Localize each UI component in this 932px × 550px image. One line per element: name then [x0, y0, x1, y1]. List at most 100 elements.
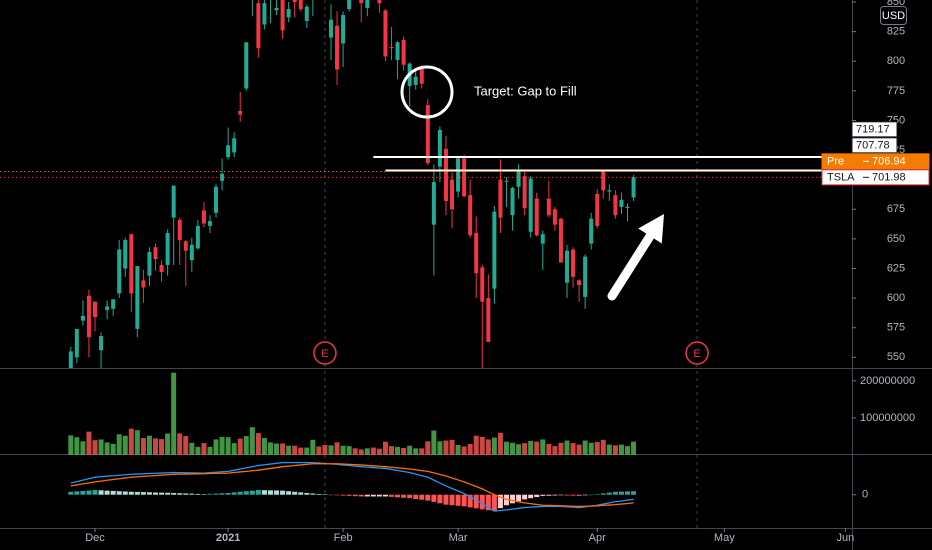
volume-bar: [68, 435, 74, 455]
macd-histogram-bar: [274, 490, 280, 495]
candle-body: [480, 267, 485, 302]
macd-histogram-bar: [419, 494, 425, 500]
volume-y-tick-label: 200000000: [860, 375, 915, 387]
macd-histogram-bar: [491, 494, 497, 512]
price-label-name: Pre: [827, 156, 844, 168]
macd-histogram-bar: [358, 494, 364, 497]
y-tick-label: 675: [887, 203, 905, 215]
macd-histogram-bar: [110, 490, 116, 495]
candle-body: [93, 301, 98, 318]
event-label: E: [693, 348, 700, 360]
volume-bar: [110, 443, 116, 455]
candle-body: [498, 179, 503, 218]
volume-bar: [606, 444, 612, 455]
macd-histogram-bar: [443, 494, 449, 505]
volume-bar: [80, 441, 86, 455]
macd-histogram-bar: [225, 492, 231, 495]
volume-bar: [140, 437, 146, 455]
volume-bar: [159, 439, 165, 455]
candle-body: [123, 240, 128, 269]
candle-body: [601, 171, 606, 191]
macd-histogram-bar: [425, 494, 431, 501]
y-tick-label: 625: [887, 262, 905, 274]
candle-body: [619, 199, 624, 207]
volume-bar: [280, 443, 286, 455]
macd-histogram-bar: [437, 494, 443, 504]
volume-bar: [225, 437, 231, 455]
volume-bar: [540, 439, 546, 455]
macd-line: [70, 461, 634, 512]
volume-bar: [618, 444, 624, 455]
macd-histogram-bar: [298, 492, 304, 495]
volume-bar: [116, 434, 122, 455]
volume-bar: [267, 442, 273, 455]
candle-body: [328, 19, 333, 38]
macd-histogram-bar: [395, 494, 401, 498]
macd-histogram-bar: [316, 493, 322, 495]
volume-bar: [255, 433, 261, 455]
candle-body: [522, 176, 527, 209]
volume-bar: [201, 443, 207, 455]
macd-histogram-bar: [153, 492, 159, 495]
candle-body: [631, 177, 636, 198]
volume-bar: [594, 442, 600, 455]
macd-histogram-bar: [243, 491, 249, 495]
macd-histogram-bar: [370, 494, 376, 497]
macd-histogram-bar: [183, 493, 189, 495]
x-tick-label: 2021: [216, 532, 240, 544]
y-tick-label: 800: [887, 55, 905, 67]
signal-line: [70, 463, 634, 508]
candle-body: [419, 65, 424, 84]
x-tick-label: Apr: [589, 532, 606, 544]
candle-body: [341, 15, 346, 44]
candle-body: [583, 256, 588, 297]
macd-histogram-bar: [522, 494, 528, 500]
volume-bar: [503, 441, 509, 455]
price-label-name: TSLA: [827, 172, 855, 184]
macd-histogram-bar: [431, 494, 437, 502]
candle-body: [214, 186, 219, 213]
price-label-value: 701.98: [872, 172, 906, 184]
candle-body: [528, 178, 533, 232]
volume-bar: [364, 448, 370, 455]
macd-histogram-bar: [116, 491, 122, 495]
volume-bar: [516, 444, 522, 455]
volume-bar: [370, 447, 376, 455]
volume-bar: [376, 448, 382, 455]
candle-body: [365, 0, 370, 8]
macd-histogram-bar: [104, 490, 110, 495]
candle-body: [401, 39, 406, 65]
macd-histogram-bar: [467, 494, 473, 508]
volume-bar: [455, 444, 461, 455]
candle-body: [492, 211, 497, 289]
annotation-arrow: [607, 228, 657, 301]
currency-box[interactable]: [880, 6, 907, 25]
candle-body: [383, 10, 388, 57]
macd-histogram-bar: [74, 491, 80, 495]
volume-bar: [304, 447, 310, 455]
candle-body: [335, 25, 340, 70]
volume-bar: [425, 441, 431, 455]
volume-bar: [413, 448, 419, 455]
volume-bar: [389, 446, 395, 455]
macd-histogram-bar: [540, 494, 546, 496]
macd-histogram-bar: [497, 494, 503, 509]
candle-body: [516, 171, 521, 187]
macd-histogram-bar: [352, 494, 358, 497]
y-tick-label: 550: [887, 351, 905, 363]
candle-body: [534, 198, 539, 236]
candle-body: [153, 247, 158, 260]
event-marker: [685, 341, 709, 365]
candle-body: [165, 232, 170, 265]
candle-body: [135, 266, 140, 329]
volume-bar: [443, 440, 449, 455]
volume-bar: [522, 443, 528, 455]
volume-bar: [231, 443, 237, 455]
candle-body: [262, 3, 267, 25]
candle-body: [129, 234, 134, 294]
candle-body: [177, 219, 182, 241]
volume-bar: [316, 446, 322, 455]
candle-body: [546, 198, 551, 216]
macd-histogram-bar: [267, 490, 273, 495]
